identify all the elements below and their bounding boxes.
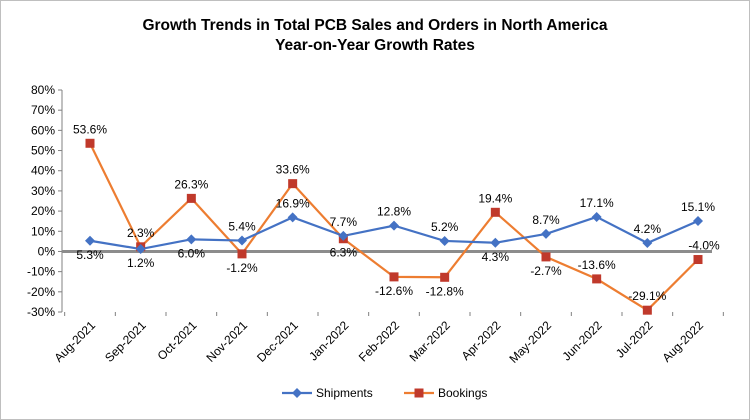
shipments-point [338, 230, 349, 241]
bookings-data-label: 19.4% [478, 191, 512, 205]
shipments-point [237, 235, 247, 246]
shipments-point [85, 235, 95, 246]
legend-shipments-label: Shipments [316, 386, 373, 400]
bookings-point [642, 305, 652, 315]
y-tick-label: 30% [31, 184, 55, 198]
bookings-point [237, 249, 247, 259]
shipments-point [693, 215, 703, 226]
y-tick-label: 50% [31, 144, 55, 158]
chart-title: Growth Trends in Total PCB Sales and Ord… [142, 17, 607, 34]
shipments-point [287, 212, 298, 223]
shipments-data-label: 1.2% [127, 256, 155, 270]
y-tick-label: -10% [27, 265, 55, 279]
shipments-data-label: 15.1% [681, 200, 715, 214]
shipments-data-label: 7.7% [330, 215, 358, 229]
shipments-data-label: 12.8% [377, 205, 411, 219]
bookings-data-label: -12.6% [375, 284, 413, 298]
bookings-data-label: 26.3% [174, 177, 208, 191]
legend-bookings-label: Bookings [438, 386, 487, 400]
bookings-point [440, 272, 450, 282]
shipments-data-label: 5.4% [228, 220, 256, 234]
bookings-data-label: -12.8% [426, 284, 464, 298]
y-tick-label: 80% [31, 83, 55, 97]
shipments-data-label: 5.3% [76, 248, 104, 262]
bookings-point [288, 179, 298, 189]
bookings-data-label: 33.6% [276, 163, 310, 177]
shipments-point [389, 220, 399, 231]
y-tick-label: -30% [27, 305, 55, 319]
bookings-point [389, 272, 399, 282]
legend: Shipments Bookings [282, 386, 487, 400]
shipments-data-label: 17.1% [580, 196, 614, 210]
shipments-point [490, 237, 501, 248]
shipments-point [439, 235, 450, 246]
legend-bookings-marker [414, 388, 424, 398]
bookings-point [186, 193, 196, 203]
bookings-data-label: -13.6% [578, 258, 616, 272]
y-tick-label: 20% [31, 204, 55, 218]
chart-subtitle: Year-on-Year Growth Rates [275, 37, 475, 54]
shipments-data-label: 4.2% [634, 222, 662, 236]
shipments-point [186, 234, 197, 245]
bookings-data-label: 2.3% [127, 226, 155, 240]
shipments-data-label: 5.2% [431, 220, 459, 234]
shipments-data-label: 6.0% [178, 246, 206, 260]
bookings-point [693, 255, 703, 265]
y-tick-label: 10% [31, 224, 55, 238]
bookings-data-label: 53.6% [73, 122, 107, 136]
bookings-point [541, 252, 551, 262]
bookings-data-label: -29.1% [628, 289, 666, 303]
bookings-data-label: -4.0% [688, 239, 720, 253]
shipments-point [591, 211, 602, 222]
shipments-point [541, 228, 551, 239]
y-tick-label: 70% [31, 103, 55, 117]
bookings-point [490, 207, 500, 217]
bookings-data-label: 6.3% [330, 246, 358, 260]
shipments-data-label: 4.3% [482, 250, 510, 264]
bookings-point [592, 274, 602, 284]
y-tick-label: -20% [27, 285, 55, 299]
legend-shipments-marker [292, 388, 302, 398]
shipments-data-label: 16.9% [276, 196, 310, 210]
y-tick-label: 40% [31, 164, 55, 178]
y-tick-label: 60% [31, 123, 55, 137]
shipments-point [642, 237, 653, 248]
bookings-data-label: -1.2% [226, 261, 258, 275]
y-tick-label: 0% [38, 244, 56, 258]
bookings-data-label: -2.7% [530, 264, 562, 278]
bookings-point [85, 138, 95, 148]
shipments-point [135, 244, 146, 255]
shipments-data-label: 8.7% [532, 213, 560, 227]
